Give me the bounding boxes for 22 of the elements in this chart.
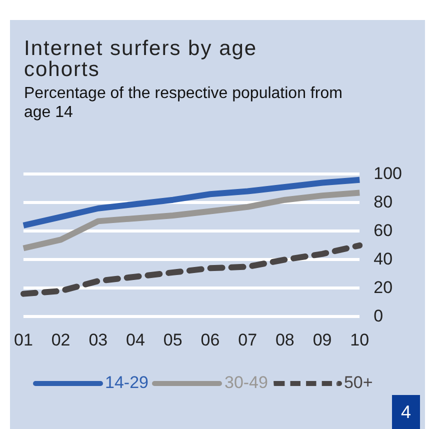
x-tick-label: 03 [88,330,108,350]
y-tick-label: 0 [374,306,384,326]
x-tick-label: 05 [163,330,182,350]
text: 4 [392,395,420,429]
legend-label: 14-29 [105,373,148,393]
x-tick-label: 07 [238,330,258,350]
y-tick-label: 80 [374,192,393,212]
x-tick-label: 06 [200,330,220,350]
x-tick-label: 01 [14,330,33,350]
chart-title: Internet surfers by age cohorts [24,37,258,81]
x-tick-label: 09 [312,330,332,350]
x-tick-label: 10 [350,330,370,350]
y-tick-label: 20 [374,278,393,297]
y-tick-label: 100 [374,164,402,183]
chart-subtitle: Percentage of the respective population from age 14 [24,84,344,122]
y-tick-label: 40 [374,249,393,268]
x-tick-label: 08 [275,330,294,350]
legend-label: 30-49 [224,373,268,393]
y-tick-label: 60 [374,220,393,240]
x-tick-label: 04 [126,330,145,350]
x-tick-label: 02 [51,330,70,350]
legend-label: 50+ [344,373,373,393]
